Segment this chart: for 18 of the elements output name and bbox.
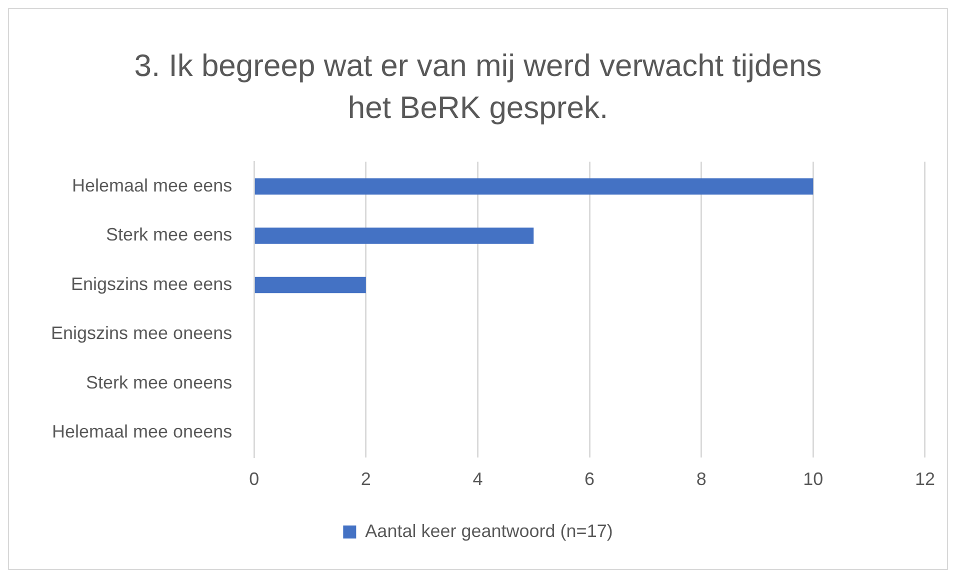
x-tick-label: 2 (360, 469, 371, 490)
y-tick-label: Sterk mee eens (106, 224, 232, 245)
y-tick-label: Enigszins mee eens (71, 274, 232, 294)
x-tick-label: 0 (249, 469, 260, 490)
y-tick-label: Enigszins mee oneens (51, 323, 232, 344)
bar (254, 276, 366, 294)
legend-label: Aantal keer geantwoord (n=17) (365, 520, 613, 541)
y-tick-label: Sterk mee oneens (86, 372, 232, 392)
y-tick-label: Helemaal mee eens (72, 175, 232, 196)
x-tick-label: 12 (914, 469, 936, 490)
y-tick-label: Helemaal mee oneens (52, 422, 232, 442)
x-tick-label: 8 (696, 469, 706, 490)
x-tick-label: 6 (584, 469, 595, 490)
x-tick-label: 4 (472, 469, 483, 490)
bar (254, 178, 814, 195)
chart-title: 3. Ik begreep wat er van mij werd verwacht tijdens het BeRK gesprek. (133, 47, 823, 127)
bar (254, 228, 534, 244)
x-tick-label: 10 (803, 469, 824, 490)
